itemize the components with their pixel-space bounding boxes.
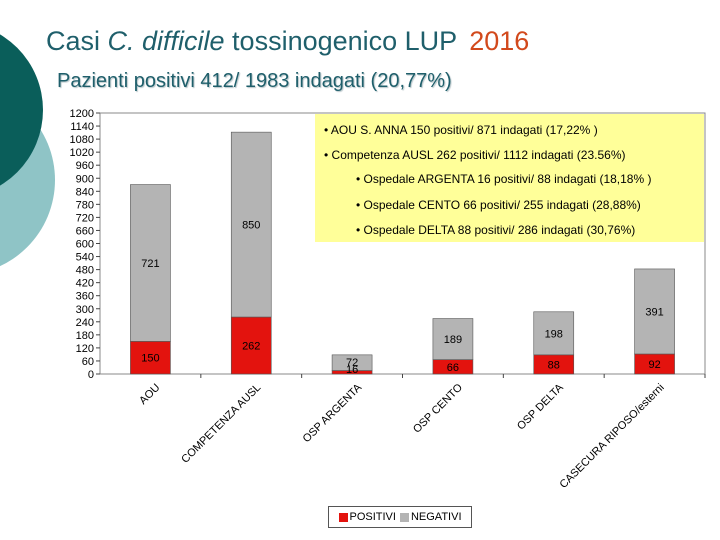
data-label-positive: 262 bbox=[242, 341, 260, 353]
y-tick-label: 780 bbox=[76, 199, 94, 211]
data-label-positive: 88 bbox=[548, 359, 560, 371]
x-category-label: OSP CENTO bbox=[411, 381, 465, 435]
y-tick-label: 240 bbox=[76, 317, 94, 329]
decorative-circles bbox=[0, 34, 55, 267]
y-tick-label: 660 bbox=[76, 225, 94, 237]
y-tick-label: 180 bbox=[76, 330, 94, 342]
x-category-label: OSP DELTA bbox=[515, 381, 566, 432]
x-category-label: OSP ARGENTA bbox=[301, 381, 365, 445]
y-tick-label: 300 bbox=[76, 304, 94, 316]
bar-negative bbox=[130, 184, 171, 342]
bar-negative bbox=[331, 354, 373, 371]
y-tick-label: 600 bbox=[76, 239, 94, 251]
data-label-negative: 189 bbox=[444, 334, 462, 346]
legend-swatch-negative bbox=[399, 512, 409, 522]
deco-dark-circle bbox=[0, 34, 43, 186]
y-tick-label: 540 bbox=[76, 252, 94, 264]
y-tick-label: 60 bbox=[82, 356, 94, 368]
legend-label-positive: POSITIVI bbox=[349, 511, 396, 523]
chart-legend: POSITIVI NEGATIVI bbox=[328, 506, 472, 528]
y-tick-label: 0 bbox=[88, 369, 94, 381]
title-species: C. difficile bbox=[107, 26, 225, 56]
bar-negative bbox=[634, 268, 675, 355]
data-label-positive: 92 bbox=[648, 359, 660, 371]
x-category-label: COMPETENZA AUSL bbox=[179, 382, 263, 466]
bar-positive bbox=[230, 316, 272, 375]
legend-item-negative: NEGATIVI bbox=[399, 511, 462, 523]
data-label-negative: 721 bbox=[141, 258, 159, 270]
bar-positive bbox=[130, 341, 171, 375]
note-line-aou: • AOU S. ANNA 150 positivi/ 871 indagati… bbox=[324, 123, 598, 137]
y-tick-label: 420 bbox=[76, 278, 94, 290]
bar-negative bbox=[432, 318, 474, 360]
x-category-label: CASECURA RIPOSO/esterni bbox=[558, 382, 667, 491]
data-label-negative: 72 bbox=[346, 357, 358, 369]
data-label-negative: 198 bbox=[545, 328, 563, 340]
y-tick-label: 1020 bbox=[70, 147, 94, 159]
legend-label-negative: NEGATIVI bbox=[410, 511, 462, 523]
y-tick-label: 1200 bbox=[70, 108, 94, 120]
legend-item-positive: POSITIVI bbox=[338, 511, 396, 523]
y-tick-label: 360 bbox=[76, 291, 94, 303]
note-line-argenta: • Ospedale ARGENTA 16 positivi/ 88 indag… bbox=[356, 172, 652, 186]
x-category-label: AOU bbox=[137, 382, 162, 407]
y-tick-label: 840 bbox=[76, 186, 94, 198]
title-prefix: Casi bbox=[46, 26, 108, 56]
note-line-cento: • Ospedale CENTO 66 positivi/ 255 indaga… bbox=[356, 198, 641, 212]
bar-negative bbox=[533, 311, 575, 356]
y-tick-label: 1140 bbox=[70, 121, 94, 133]
title-year: 2016 bbox=[469, 26, 530, 56]
data-label-negative: 391 bbox=[645, 306, 663, 318]
summary-note: • AOU S. ANNA 150 positivi/ 871 indagati… bbox=[315, 114, 704, 242]
data-label-positive: 16 bbox=[346, 364, 358, 376]
y-tick-label: 480 bbox=[76, 265, 94, 277]
y-tick-label: 1080 bbox=[70, 134, 94, 146]
data-label-positive: 150 bbox=[141, 353, 159, 365]
legend-swatch-positive bbox=[338, 512, 348, 522]
slide-subtitle: Pazienti positivi 412/ 1983 indagati (20… bbox=[57, 70, 452, 92]
slide-title: Casi C. difficile tossinogenico LUP 2016 bbox=[46, 26, 529, 57]
y-tick-label: 120 bbox=[76, 343, 94, 355]
note-line-ausl: • Competenza AUSL 262 positivi/ 1112 ind… bbox=[324, 148, 626, 162]
y-tick-label: 900 bbox=[76, 173, 94, 185]
bar-negative bbox=[230, 131, 272, 318]
data-label-negative: 850 bbox=[242, 220, 260, 232]
y-tick-label: 720 bbox=[76, 212, 94, 224]
data-label-positive: 66 bbox=[447, 362, 459, 374]
title-suffix: tossinogenico LUP bbox=[224, 26, 458, 56]
note-line-delta: • Ospedale DELTA 88 positivi/ 286 indaga… bbox=[356, 223, 636, 237]
y-tick-label: 960 bbox=[76, 160, 94, 172]
